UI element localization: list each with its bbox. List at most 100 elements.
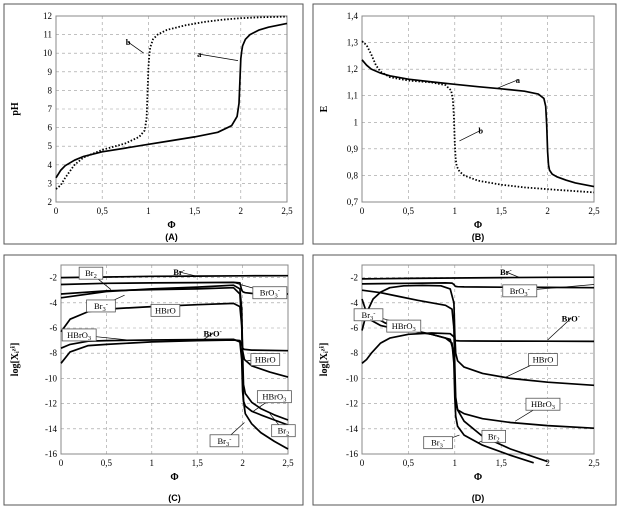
callout-box xyxy=(250,353,281,366)
series-line-HBrO xyxy=(60,338,289,426)
callout-box xyxy=(252,286,288,300)
panel-frame xyxy=(312,254,617,506)
callout-leader xyxy=(459,129,481,142)
callout-label: a xyxy=(197,49,202,59)
y-tick-label: 1,1 xyxy=(347,91,358,101)
panel-d: 0 0,5 1 1,5 2 2,5 -2 -4 -6 -8 -10 -12 -14 -16 Br-​ BrO3… xyxy=(312,254,617,506)
callout-label: BrO3​-​ xyxy=(510,286,530,298)
x-axis-title: Φ xyxy=(474,220,482,231)
callout-label: Br3​-​ xyxy=(94,301,108,313)
callout-leader xyxy=(201,333,213,341)
x-tick-label: 0 xyxy=(54,206,59,216)
panel-frame xyxy=(312,3,617,245)
plot-area xyxy=(361,15,595,203)
x-tick-label: 2,5 xyxy=(588,206,600,216)
callout-label: Br3​-​ xyxy=(362,310,376,322)
x-tick-label: 2,5 xyxy=(281,206,293,216)
callout-leader xyxy=(496,79,519,89)
x-tick-label: 1,5 xyxy=(496,458,508,468)
x-tick-label: 0,5 xyxy=(403,458,415,468)
y-tick-label: -4 xyxy=(351,298,359,308)
y-tick-label: -10 xyxy=(346,373,358,383)
x-tick-label: 2,5 xyxy=(588,458,600,468)
callout-box xyxy=(61,328,97,342)
series-line-BrO xyxy=(361,332,595,364)
callout-label: HBrO xyxy=(533,355,554,365)
y-tick-label: -2 xyxy=(351,273,359,283)
x-axis-title: Φ xyxy=(474,472,482,483)
callout-leader xyxy=(547,318,572,341)
callout-label: b xyxy=(478,125,483,135)
panel-frame xyxy=(3,3,304,245)
y-tick-label: 0,8 xyxy=(347,170,359,180)
callout-box xyxy=(78,266,104,280)
series-line-HBrO xyxy=(361,284,595,387)
callout-label: Br-​ xyxy=(500,267,512,277)
y-tick-label: 8 xyxy=(48,85,53,95)
y-axis-title: log[Xᵢᶻⁱ] xyxy=(10,343,21,377)
callout-label: HBrO3​ xyxy=(67,330,91,342)
y-tick-label: -10 xyxy=(45,373,57,383)
callout-label: Br-​ xyxy=(173,267,185,277)
y-tick-label: 7 xyxy=(48,104,53,114)
y-tick-label: -4 xyxy=(50,298,58,308)
callout-box xyxy=(423,436,453,450)
callout-label: BrO-​ xyxy=(562,314,580,324)
y-tick-label: 4 xyxy=(48,160,53,170)
y-tick-label: 10 xyxy=(43,48,53,58)
y-tick-label: -6 xyxy=(50,323,58,333)
callout-leader xyxy=(199,53,239,61)
panel-c: 0 0,5 1 1,5 2 2,5 -2 -4 -6 -8 -10 -12 -14 -16 Br2​ Br-​… xyxy=(3,254,304,506)
plot-area xyxy=(361,264,595,455)
callout-box xyxy=(386,319,422,333)
x-tick-label: 2 xyxy=(545,458,550,468)
y-tick-label: -8 xyxy=(351,348,359,358)
x-tick-label: 2 xyxy=(545,206,550,216)
series-line-Br xyxy=(361,276,595,280)
callout-box xyxy=(525,397,561,411)
callout-label: HBrO xyxy=(155,305,176,315)
callout-label: HBrO xyxy=(255,355,276,365)
callout-box xyxy=(502,284,538,298)
callout-leader xyxy=(178,271,198,277)
x-tick-label: 0,5 xyxy=(97,206,109,216)
y-tick-label: -12 xyxy=(45,399,57,409)
y-tick-label: 5 xyxy=(48,141,53,151)
y-tick-label: 1,3 xyxy=(347,38,359,48)
y-tick-label: 12 xyxy=(43,11,52,21)
callout-box xyxy=(256,390,292,404)
x-tick-label: 2 xyxy=(239,206,244,216)
plot-area xyxy=(60,264,289,455)
callout-label: HBrO3​ xyxy=(531,399,555,411)
x-tick-label: 1 xyxy=(150,458,155,468)
x-tick-label: 1 xyxy=(453,458,458,468)
x-axis-title: Φ xyxy=(167,220,175,231)
x-tick-label: 1,5 xyxy=(189,206,201,216)
y-tick-label: -14 xyxy=(45,424,57,434)
x-tick-label: 0,5 xyxy=(403,206,415,216)
x-tick-label: 1,5 xyxy=(496,206,508,216)
callout-box xyxy=(209,434,240,448)
series-line-Br xyxy=(361,289,548,463)
y-tick-label: -8 xyxy=(50,348,58,358)
y-tick-label: -12 xyxy=(346,399,358,409)
y-tick-label: 1,2 xyxy=(347,64,358,74)
x-tick-label: 1 xyxy=(146,206,151,216)
y-tick-label: 2 xyxy=(48,197,53,207)
y-tick-label: -6 xyxy=(351,323,359,333)
x-tick-label: 2,5 xyxy=(282,458,294,468)
callout-box xyxy=(150,303,181,317)
callout-label: BrO-​ xyxy=(204,329,222,339)
series-line-BrO xyxy=(60,281,289,295)
panel-label: (A) xyxy=(165,232,178,242)
y-tick-label: -2 xyxy=(50,273,58,283)
panel-label: (C) xyxy=(168,493,181,503)
y-axis-title: log[Xᵢᶻⁱ] xyxy=(319,343,330,377)
callout-label: a xyxy=(516,75,521,85)
x-tick-label: 1,5 xyxy=(192,458,204,468)
plot-area xyxy=(55,15,288,203)
callout-box xyxy=(528,353,558,366)
callout-leader xyxy=(505,271,520,278)
callout-label: BrO3​-​ xyxy=(260,288,280,300)
